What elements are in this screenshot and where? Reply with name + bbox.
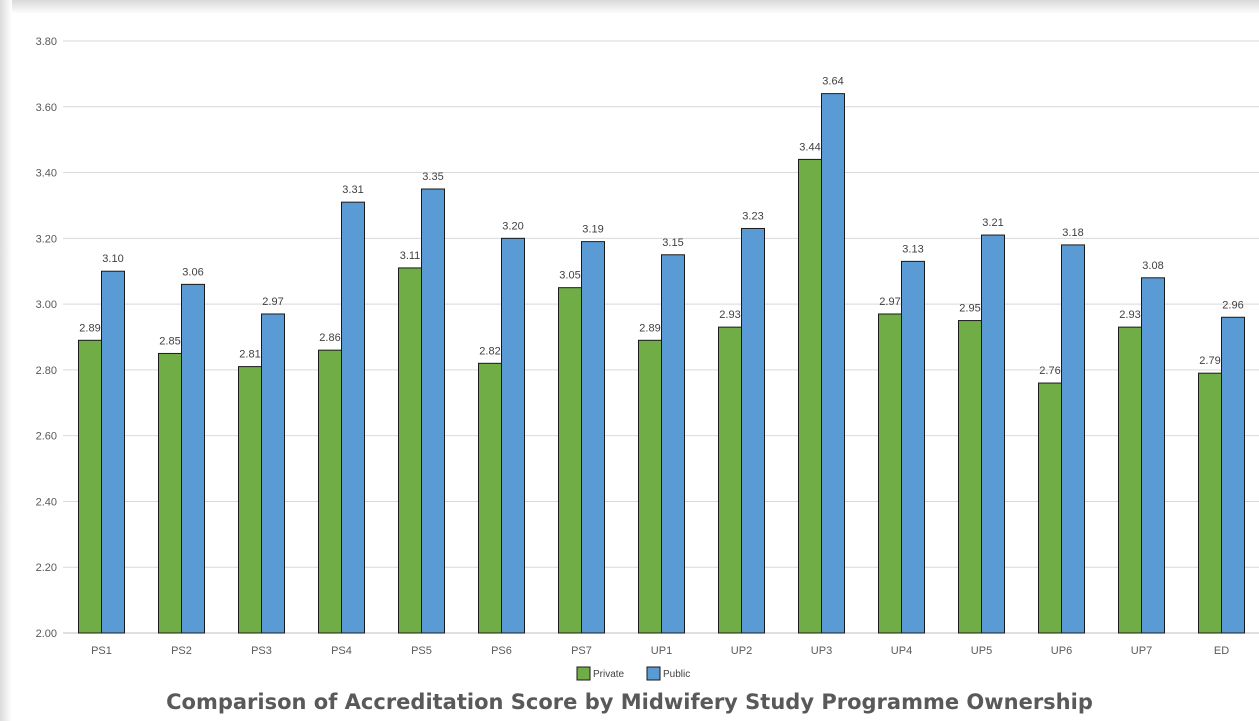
- data-label: 3.18: [1062, 227, 1083, 239]
- data-label: 3.44: [799, 141, 820, 153]
- bar-private: [318, 349, 342, 634]
- data-label: 3.19: [582, 224, 603, 236]
- bar-public: [1221, 316, 1245, 634]
- y-tick-label: 2.40: [36, 496, 57, 508]
- x-tick-label: PS4: [331, 645, 352, 657]
- x-tick-label: UP7: [1131, 645, 1152, 657]
- x-tick-label: UP4: [891, 645, 912, 657]
- bar-public: [981, 234, 1005, 634]
- bar-private: [1038, 382, 1062, 634]
- data-label: 2.97: [879, 296, 900, 308]
- data-label: 3.15: [662, 237, 683, 249]
- bar-private: [558, 287, 582, 634]
- x-tick-label: UP3: [811, 645, 832, 657]
- bar-private: [958, 320, 982, 634]
- legend-label: Public: [663, 669, 690, 680]
- x-tick-label: PS3: [251, 645, 272, 657]
- x-tick-label: UP5: [971, 645, 992, 657]
- x-tick-label: PS6: [491, 645, 512, 657]
- bar-public: [501, 237, 525, 634]
- x-tick-label: UP6: [1051, 645, 1072, 657]
- data-label: 3.13: [902, 243, 923, 255]
- bar-public: [581, 241, 605, 634]
- y-axis-ticks: 2.00 2.20 2.40 2.60 2.80 3.00 3.20 3.40 3.60 3.80: [36, 36, 57, 640]
- bar-public: [661, 254, 685, 634]
- data-label: 2.85: [159, 335, 180, 347]
- bar-chart: 2.00 2.20 2.40 2.60 2.80 3.00 3.20 3.40 3.60 3.80…: [36, 36, 1259, 681]
- data-label: 2.93: [1119, 309, 1140, 321]
- chart-title: Comparison of Accreditation Score by Mid…: [166, 690, 1093, 714]
- bar-private: [638, 339, 662, 634]
- frame-shadow-top: [0, 0, 1259, 14]
- data-label: 2.81: [239, 349, 260, 361]
- legend-swatch-private: [576, 666, 591, 681]
- bar-public: [421, 188, 445, 634]
- data-labels: 2.89 3.10 2.85 3.06 2.81 2.97 2.86 3.31 3.11 3.35…: [79, 76, 1243, 377]
- bar-private: [78, 339, 102, 634]
- y-tick-label: 2.80: [36, 365, 57, 377]
- data-label: 3.10: [102, 253, 123, 265]
- data-label: 3.21: [982, 217, 1003, 229]
- data-label: 3.64: [822, 76, 843, 88]
- bar-public: [1141, 277, 1165, 634]
- bar-private: [1118, 326, 1142, 634]
- data-label: 3.08: [1142, 260, 1163, 272]
- y-tick-label: 3.60: [36, 102, 57, 114]
- data-label: 2.96: [1222, 299, 1243, 311]
- data-label: 2.79: [1199, 355, 1220, 367]
- x-tick-label: UP1: [651, 645, 672, 657]
- bar-public: [1061, 244, 1085, 634]
- y-tick-label: 3.00: [36, 299, 57, 311]
- y-tick-label: 2.00: [36, 628, 57, 640]
- bar-private: [798, 158, 822, 634]
- data-label: 2.89: [639, 322, 660, 334]
- data-label: 3.35: [422, 171, 443, 183]
- bar-public: [741, 227, 765, 634]
- x-axis-ticks: PS1 PS2 PS3 PS4 PS5 PS6 PS7 UP1 UP2 UP3 UP4 UP5 UP6 U…: [91, 645, 1229, 657]
- legend-label: Private: [593, 669, 625, 680]
- bar-public: [181, 283, 205, 634]
- y-tick-label: 3.80: [36, 36, 57, 48]
- data-label: 3.06: [182, 266, 203, 278]
- y-tick-label: 2.20: [36, 562, 57, 574]
- bar-public: [821, 93, 845, 634]
- data-label: 2.86: [319, 332, 340, 344]
- y-tick-label: 2.60: [36, 431, 57, 443]
- bar-private: [158, 352, 182, 634]
- data-label: 2.93: [719, 309, 740, 321]
- bar-private: [878, 313, 902, 634]
- legend-swatch-public: [646, 666, 661, 681]
- data-label: 2.82: [479, 345, 500, 357]
- bars: [78, 93, 1245, 634]
- bar-public: [101, 270, 125, 634]
- bar-private: [718, 326, 742, 634]
- x-tick-label: PS5: [411, 645, 432, 657]
- data-label: 2.97: [262, 296, 283, 308]
- x-tick-label: PS2: [171, 645, 192, 657]
- bar-public: [341, 201, 365, 634]
- data-label: 3.20: [502, 220, 523, 232]
- y-tick-label: 3.20: [36, 233, 57, 245]
- x-tick-label: UP2: [731, 645, 752, 657]
- data-label: 3.31: [342, 184, 363, 196]
- legend: Private Public: [576, 666, 690, 681]
- data-label: 2.89: [79, 322, 100, 334]
- data-label: 2.95: [959, 303, 980, 315]
- x-tick-label: ED: [1214, 645, 1229, 657]
- data-label: 3.05: [559, 270, 580, 282]
- bar-private: [1198, 372, 1222, 634]
- y-tick-label: 3.40: [36, 168, 57, 180]
- x-tick-label: PS1: [91, 645, 112, 657]
- bar-private: [398, 267, 422, 634]
- x-tick-label: PS7: [571, 645, 592, 657]
- data-label: 3.23: [742, 210, 763, 222]
- bar-private: [478, 362, 502, 634]
- data-label: 3.11: [400, 250, 421, 262]
- bar-private: [238, 366, 262, 634]
- data-label: 2.76: [1039, 365, 1060, 377]
- bar-public: [901, 260, 925, 634]
- bar-public: [261, 313, 285, 634]
- frame-shadow-left: [0, 0, 12, 721]
